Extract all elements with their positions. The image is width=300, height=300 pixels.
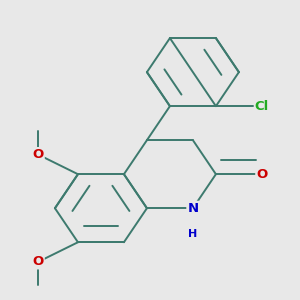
Text: H: H [188,229,197,239]
Text: O: O [32,255,44,268]
Text: O: O [32,148,44,161]
Text: N: N [187,202,199,215]
Text: O: O [256,168,268,181]
Text: Cl: Cl [255,100,269,113]
